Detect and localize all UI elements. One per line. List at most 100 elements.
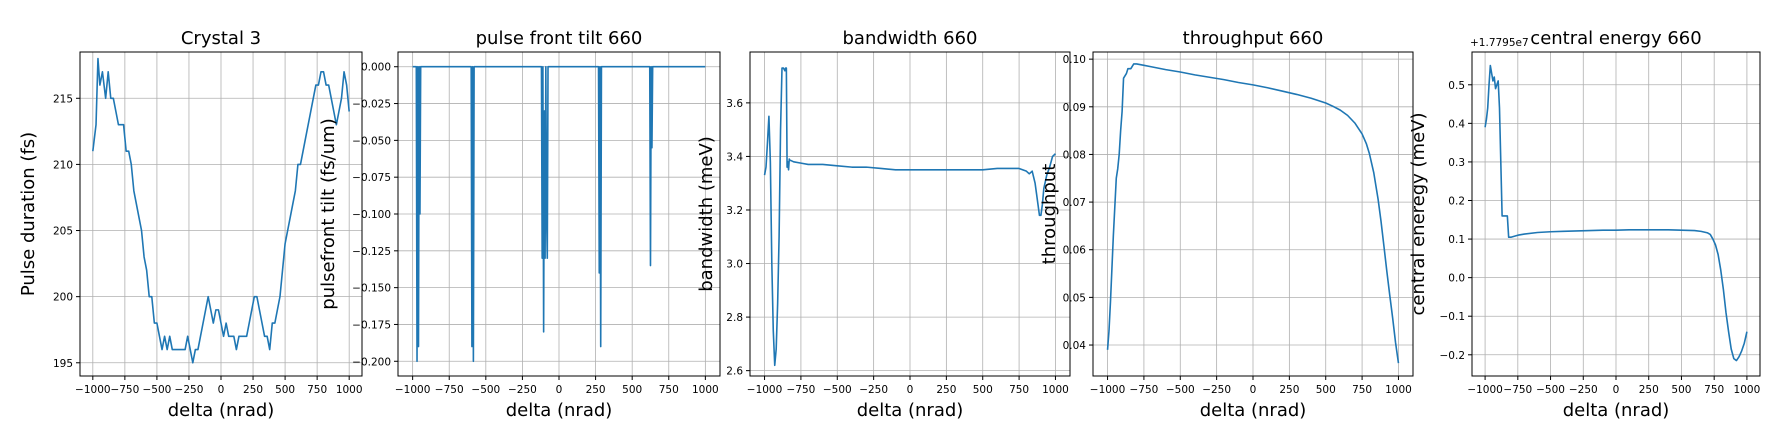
x-tick-label: 750 <box>1352 384 1372 396</box>
y-axis-label: bandwidth (meV) <box>696 136 717 292</box>
y-tick-label: 0.06 <box>1063 245 1087 257</box>
x-tick-label: 0 <box>218 384 225 396</box>
y-tick-label: 0.5 <box>1448 80 1465 92</box>
x-tick-label: 500 <box>1316 384 1336 396</box>
y-tick-label: −0.125 <box>352 246 391 258</box>
x-tick-label: −1000 <box>75 384 111 396</box>
series-line <box>92 57 350 364</box>
x-axis-label: delta (nrad) <box>1563 400 1670 421</box>
x-tick-label: −500 <box>1166 384 1195 396</box>
x-tick-label: −750 <box>1503 384 1532 396</box>
y-tick-label: 210 <box>53 159 73 171</box>
x-tick-label: 1000 <box>1385 384 1412 396</box>
x-tick-label: 750 <box>1704 384 1724 396</box>
x-tick-label: 1000 <box>1042 384 1069 396</box>
x-tick-label: 500 <box>1671 384 1691 396</box>
x-axis-label: delta (nrad) <box>168 400 275 421</box>
y-tick-label: 0.2 <box>1448 196 1465 208</box>
y-tick-label: 215 <box>53 93 73 105</box>
x-tick-label: −1000 <box>1467 384 1503 396</box>
x-tick-label: 250 <box>936 384 956 396</box>
y-axis-label: central eneregy (meV) <box>1408 113 1429 316</box>
chart-title: Crystal 3 <box>181 28 261 49</box>
x-tick-label: −750 <box>1129 384 1158 396</box>
y-tick-label: −0.175 <box>352 319 391 331</box>
y-tick-label: 3.6 <box>726 98 743 110</box>
x-tick-label: −1000 <box>395 384 431 396</box>
y-tick-label: 205 <box>53 226 73 238</box>
y-tick-label: 3.4 <box>726 151 743 163</box>
x-tick-label: 500 <box>622 384 642 396</box>
x-axis-label: delta (nrad) <box>506 400 613 421</box>
y-tick-label: −0.100 <box>352 209 391 221</box>
y-tick-label: −0.025 <box>352 99 391 111</box>
x-tick-label: 500 <box>973 384 993 396</box>
x-tick-label: 750 <box>1009 384 1029 396</box>
x-tick-label: 250 <box>586 384 606 396</box>
subplot-4: −1000 −750 −500 −250 0 250 500 750 1000 0.04 0.05 0… <box>1039 28 1414 421</box>
series-line <box>1484 64 1748 362</box>
axis-offset-label: +1.7795e7 <box>1470 37 1529 49</box>
y-tick-label: 0.04 <box>1063 340 1087 352</box>
y-tick-label: 0.3 <box>1448 157 1465 169</box>
x-tick-label: 750 <box>659 384 679 396</box>
y-tick-label: 0.4 <box>1448 118 1465 130</box>
x-tick-label: 1000 <box>692 384 719 396</box>
x-tick-label: 0 <box>1250 384 1257 396</box>
y-tick-label: −0.050 <box>352 135 391 147</box>
y-tick-label: 2.6 <box>726 366 743 378</box>
x-tick-label: 250 <box>1639 384 1659 396</box>
x-tick-label: −250 <box>859 384 888 396</box>
y-tick-label: 0.10 <box>1063 54 1086 66</box>
chart-title: throughput 660 <box>1183 28 1324 49</box>
x-tick-label: −250 <box>508 384 537 396</box>
x-tick-label: −250 <box>1569 384 1598 396</box>
chart-title: bandwidth 660 <box>843 28 978 49</box>
x-tick-label: 250 <box>243 384 263 396</box>
x-tick-label: −750 <box>110 384 139 396</box>
x-tick-label: −1000 <box>747 384 783 396</box>
x-tick-label: −750 <box>786 384 815 396</box>
chart-title: pulse front tilt 660 <box>476 28 643 49</box>
x-tick-label: 500 <box>275 384 295 396</box>
y-tick-label: 0.05 <box>1063 292 1086 304</box>
y-tick-label: −0.1 <box>1440 311 1466 323</box>
y-tick-label: 0.000 <box>361 62 391 74</box>
y-tick-label: −0.150 <box>352 283 391 295</box>
subplot-1: −1000 −750 −500 −250 0 250 500 750 1000 195 200 205… <box>18 28 363 421</box>
y-tick-label: 0.07 <box>1063 197 1086 209</box>
y-tick-label: 0.08 <box>1063 149 1086 161</box>
x-tick-label: 750 <box>307 384 327 396</box>
x-tick-label: −250 <box>175 384 204 396</box>
x-tick-label: 0 <box>1613 384 1620 396</box>
y-tick-label: 0.1 <box>1448 234 1465 246</box>
subplot-2: −1000 −750 −500 −250 0 250 500 750 1000 0.000 −0.0… <box>318 28 721 421</box>
y-tick-label: 2.8 <box>726 312 743 324</box>
subplot-3: −1000 −750 −500 −250 0 250 500 750 1000 2.6 2.8 3.0… <box>696 28 1071 421</box>
subplot-5: −1000 −750 −500 −250 0 250 500 750 1000 −0.2 −0.1 0… <box>1408 28 1761 421</box>
chart-title: central energy 660 <box>1530 28 1701 49</box>
x-tick-label: 250 <box>1279 384 1299 396</box>
y-axis-label: Pulse duration (fs) <box>18 132 39 296</box>
y-tick-label: 3.0 <box>726 259 743 271</box>
x-tick-label: −750 <box>435 384 464 396</box>
y-tick-label: −0.075 <box>352 172 391 184</box>
x-tick-label: −250 <box>1202 384 1231 396</box>
y-tick-label: −0.2 <box>1440 350 1466 362</box>
x-tick-label: 0 <box>556 384 563 396</box>
y-tick-label: 200 <box>53 292 73 304</box>
series-line <box>763 67 1056 367</box>
x-tick-label: −500 <box>142 384 171 396</box>
y-tick-label: −0.200 <box>352 356 391 368</box>
series-line <box>1106 63 1400 364</box>
y-tick-label: 195 <box>53 358 73 370</box>
series-line <box>412 65 706 363</box>
x-tick-label: −500 <box>471 384 500 396</box>
x-tick-label: 1000 <box>1734 384 1761 396</box>
y-axis-label: throughput <box>1039 164 1060 265</box>
y-axis-label: pulsefront tilt (fs/um) <box>318 118 339 309</box>
x-axis-label: delta (nrad) <box>857 400 964 421</box>
x-axis-label: delta (nrad) <box>1200 400 1307 421</box>
x-tick-label: −1000 <box>1090 384 1126 396</box>
